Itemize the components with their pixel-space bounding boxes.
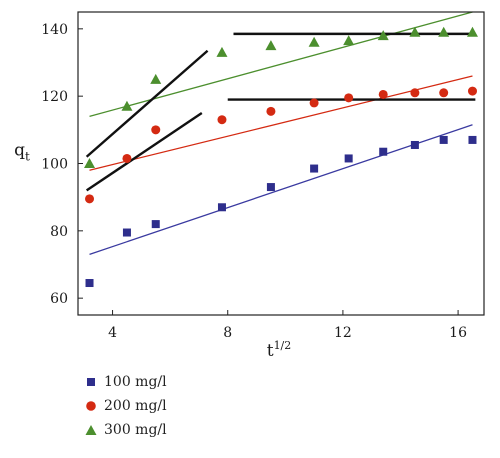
legend-label: 200 mg/l	[104, 398, 167, 414]
triangle-point	[343, 35, 355, 46]
circle-point	[122, 153, 132, 163]
y-tick-label: 80	[50, 224, 68, 240]
circle-point	[151, 125, 161, 135]
triangle-point	[377, 30, 389, 41]
legend-item-200: 200 mg/l	[78, 396, 167, 416]
legend-item-300: 300 mg/l	[78, 420, 167, 440]
triangle-point	[438, 26, 450, 37]
triangle-point	[84, 158, 96, 168]
y-tick-label: 120	[41, 89, 68, 105]
y-tick-label: 140	[41, 22, 68, 38]
y-axis-title: qt	[14, 141, 30, 164]
triangle-point	[466, 26, 478, 37]
legend: 100 mg/l 200 mg/l 300 mg/l	[78, 372, 167, 444]
square-point	[439, 135, 448, 144]
triangle-point	[265, 40, 277, 51]
legend-item-100: 100 mg/l	[78, 372, 167, 392]
square-point	[468, 135, 477, 144]
circle-point	[344, 93, 354, 103]
square-point	[379, 147, 388, 156]
square-point	[344, 154, 353, 163]
circle-point	[85, 194, 95, 204]
y-tick-label: 100	[41, 157, 68, 173]
x-axis-title: t1/2	[267, 339, 292, 361]
circle-point	[467, 86, 477, 96]
triangle-point	[308, 36, 320, 47]
fit-line	[89, 124, 473, 256]
circle-point	[217, 115, 227, 125]
triangle-point	[150, 73, 162, 84]
square-point	[151, 220, 160, 229]
square-marker-icon	[78, 376, 104, 388]
square-point	[310, 164, 319, 173]
circle-point	[309, 98, 319, 108]
triangle-point	[216, 46, 228, 57]
circle-marker-icon	[78, 400, 104, 412]
circle-point	[266, 106, 276, 116]
square-point	[217, 203, 226, 212]
square-point	[266, 183, 275, 192]
circle-point	[439, 88, 449, 98]
x-tick-label: 16	[449, 325, 467, 341]
square-point	[85, 279, 94, 288]
plot-frame	[77, 11, 485, 316]
fit-line	[89, 75, 473, 171]
square-point	[122, 228, 131, 237]
legend-label: 300 mg/l	[104, 422, 167, 438]
triangle-point	[409, 26, 421, 37]
triangle-marker-icon	[78, 424, 104, 436]
y-tick-label: 60	[50, 291, 68, 307]
segment-line	[85, 49, 209, 158]
triangle-point	[121, 100, 133, 111]
circle-point	[410, 88, 420, 98]
circle-point	[378, 89, 388, 99]
segment-line	[85, 112, 203, 192]
x-tick-label: 4	[108, 325, 117, 341]
square-point	[410, 140, 419, 149]
x-tick-label: 12	[334, 325, 352, 341]
legend-label: 100 mg/l	[104, 374, 167, 390]
x-tick-label: 8	[223, 325, 232, 341]
